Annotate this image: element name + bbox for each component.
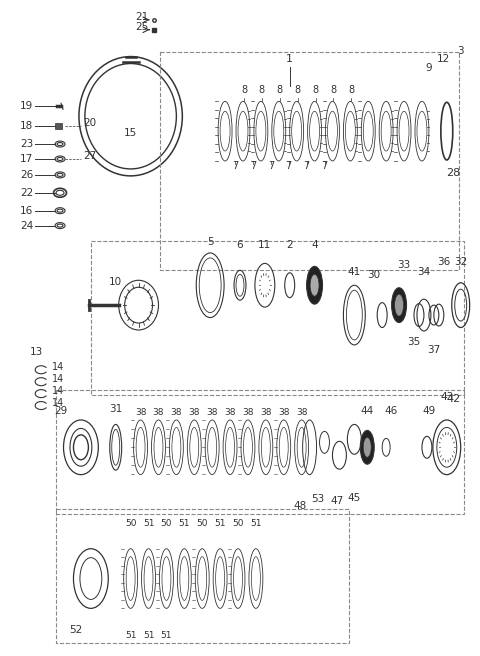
Text: 34: 34 xyxy=(417,267,431,277)
Text: 17: 17 xyxy=(20,154,33,164)
Text: 38: 38 xyxy=(170,409,182,417)
Text: 38: 38 xyxy=(189,409,200,417)
Text: 30: 30 xyxy=(368,270,381,280)
Text: 23: 23 xyxy=(20,139,33,149)
Text: 38: 38 xyxy=(278,409,289,417)
Text: 38: 38 xyxy=(206,409,218,417)
Text: 49: 49 xyxy=(422,407,435,417)
Text: 22: 22 xyxy=(20,188,33,198)
Text: 21: 21 xyxy=(136,12,149,22)
Text: 50: 50 xyxy=(232,519,244,528)
Text: 50: 50 xyxy=(125,519,136,528)
Text: 7: 7 xyxy=(286,161,292,171)
Text: 5: 5 xyxy=(207,237,214,247)
Text: 8: 8 xyxy=(241,85,247,95)
Text: 27: 27 xyxy=(83,151,96,161)
Text: 8: 8 xyxy=(348,85,354,95)
Text: 47: 47 xyxy=(331,496,344,506)
Text: 50: 50 xyxy=(161,519,172,528)
Text: 48: 48 xyxy=(293,501,306,511)
Text: 24: 24 xyxy=(20,220,33,231)
Text: 45: 45 xyxy=(348,493,361,503)
Text: 14: 14 xyxy=(52,361,64,372)
Text: 53: 53 xyxy=(311,494,324,504)
Text: 51: 51 xyxy=(143,631,154,640)
Text: 18: 18 xyxy=(20,121,33,131)
Text: 1: 1 xyxy=(286,54,293,64)
Text: 2: 2 xyxy=(287,241,293,251)
Text: 10: 10 xyxy=(109,277,122,287)
Text: 4: 4 xyxy=(311,241,318,251)
Ellipse shape xyxy=(395,294,404,316)
Text: 51: 51 xyxy=(179,519,190,528)
Ellipse shape xyxy=(363,438,371,457)
Text: 12: 12 xyxy=(437,54,450,64)
Text: 51: 51 xyxy=(161,631,172,640)
Text: 37: 37 xyxy=(427,345,441,355)
Text: 13: 13 xyxy=(30,347,43,357)
Text: 7: 7 xyxy=(250,161,256,171)
Text: 7: 7 xyxy=(232,161,238,171)
Text: 38: 38 xyxy=(296,409,307,417)
Text: 50: 50 xyxy=(196,519,208,528)
Text: 46: 46 xyxy=(384,405,398,415)
Text: 33: 33 xyxy=(397,260,411,270)
Ellipse shape xyxy=(307,266,323,304)
Text: 38: 38 xyxy=(135,409,146,417)
Text: 19: 19 xyxy=(20,101,33,112)
Text: 35: 35 xyxy=(408,337,420,347)
Text: 16: 16 xyxy=(20,206,33,216)
Text: 7: 7 xyxy=(268,161,274,171)
Bar xyxy=(55,123,62,129)
Text: 36: 36 xyxy=(437,257,450,268)
Text: 31: 31 xyxy=(109,403,122,413)
Ellipse shape xyxy=(310,274,319,297)
Ellipse shape xyxy=(392,288,407,323)
Text: 28: 28 xyxy=(446,168,461,178)
Text: 32: 32 xyxy=(454,257,468,268)
Text: 51: 51 xyxy=(215,519,226,528)
Text: 11: 11 xyxy=(258,241,272,251)
Text: 8: 8 xyxy=(312,85,319,95)
Text: 38: 38 xyxy=(153,409,164,417)
Text: 25: 25 xyxy=(136,22,149,31)
Text: 26: 26 xyxy=(20,170,33,180)
Text: 7: 7 xyxy=(303,161,310,171)
Ellipse shape xyxy=(360,430,374,464)
Text: 8: 8 xyxy=(259,85,265,95)
Text: 14: 14 xyxy=(52,386,64,396)
Text: 15: 15 xyxy=(124,128,137,138)
Text: 8: 8 xyxy=(276,85,283,95)
Text: 38: 38 xyxy=(224,409,236,417)
Text: 14: 14 xyxy=(52,398,64,407)
Text: 6: 6 xyxy=(237,241,243,251)
Text: 29: 29 xyxy=(54,407,68,417)
Text: 51: 51 xyxy=(143,519,154,528)
Text: 51: 51 xyxy=(250,519,262,528)
Text: 43: 43 xyxy=(440,392,454,401)
Text: 51: 51 xyxy=(125,631,136,640)
Text: 20: 20 xyxy=(83,118,96,128)
Text: 38: 38 xyxy=(242,409,254,417)
Text: 14: 14 xyxy=(52,374,64,384)
Text: 52: 52 xyxy=(69,625,83,635)
Text: 9: 9 xyxy=(426,64,432,73)
Text: 7: 7 xyxy=(322,161,328,171)
Text: 42: 42 xyxy=(446,394,461,403)
Text: 3: 3 xyxy=(457,46,464,56)
Text: 38: 38 xyxy=(260,409,272,417)
Text: 44: 44 xyxy=(360,405,374,415)
Text: 41: 41 xyxy=(348,267,361,277)
Text: 8: 8 xyxy=(295,85,301,95)
Text: 8: 8 xyxy=(330,85,336,95)
